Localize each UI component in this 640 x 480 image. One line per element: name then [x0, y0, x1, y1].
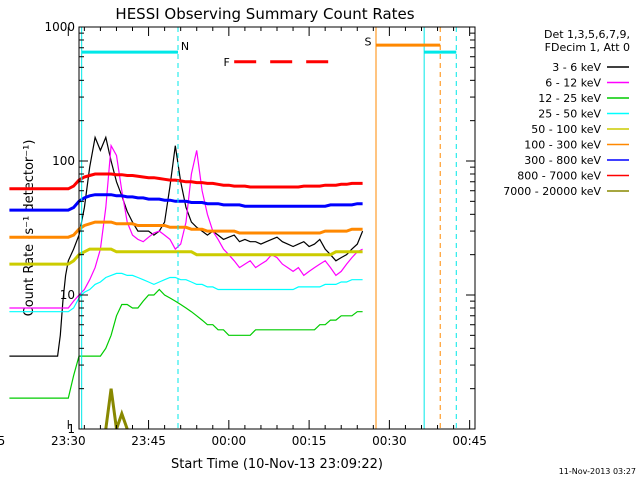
x-tick-label: 23:45	[131, 434, 166, 448]
legend-label-0: 3 - 6 keV	[552, 61, 601, 74]
series-line-6	[9, 193, 363, 212]
series-line-4	[9, 247, 363, 266]
x-tick-label: 23:30	[51, 434, 86, 448]
legend-label-2: 12 - 25 keV	[538, 92, 601, 105]
x-tick-label: 00:45	[452, 434, 487, 448]
series-line-8	[104, 388, 129, 430]
y-tick-label: 10	[60, 288, 75, 302]
legend-label-3: 25 - 50 keV	[538, 108, 601, 121]
series-line-5	[9, 220, 363, 239]
series-line-2	[9, 288, 363, 399]
y-axis-label: Count Rate (s⁻¹ detector⁻¹)	[22, 140, 37, 317]
series-line-1	[9, 143, 363, 309]
plot-frame	[78, 26, 476, 430]
x-tick-label: 00:00	[212, 434, 247, 448]
y-axis-label-text: Count Rate (s⁻¹ detector⁻¹)	[22, 140, 37, 317]
plot-overlays: N F S	[81, 27, 457, 429]
series-line-7	[9, 172, 363, 191]
x-axis-label: Start Time (10-Nov-13 23:09:22)	[171, 457, 383, 472]
legend-header: FDecim 1, Att 0	[545, 41, 630, 54]
flag-label-N: N	[181, 40, 189, 53]
chart-title: HESSI Observing Summary Count Rates	[115, 5, 414, 23]
y-tick-label: 1000	[44, 20, 75, 34]
series-line-3	[9, 272, 363, 313]
legend-label-6: 300 - 800 keV	[524, 154, 601, 167]
legend-label-7: 800 - 7000 keV	[517, 170, 601, 183]
x-tick-label: 23:15	[0, 434, 5, 448]
legend-label-8: 7000 - 20000 keV	[503, 185, 601, 198]
legend-header: Det 1,3,5,6,7,9,	[544, 28, 630, 41]
x-tick-label: 00:15	[292, 434, 327, 448]
footer-timestamp: 11-Nov-2013 03:27	[559, 467, 636, 476]
x-tick-label: 00:30	[372, 434, 407, 448]
y-tick-label: 1	[67, 422, 75, 436]
flag-label-F: F	[224, 56, 230, 69]
legend-label-5: 100 - 300 keV	[524, 139, 601, 152]
y-tick-label: 100	[52, 154, 75, 168]
legend-label-1: 6 - 12 keV	[545, 77, 601, 90]
legend-label-4: 50 - 100 keV	[531, 123, 601, 136]
legend: Det 1,3,5,6,7,9,FDecim 1, Att 0 3 - 6 keV…	[503, 28, 630, 198]
plot-data	[9, 135, 364, 430]
flag-label-S: S	[364, 35, 371, 48]
series-line-0	[9, 135, 364, 357]
axis-ticks: 1 10 100 1000 23:15 23:30 23:45 00:00 00:15 00:30…	[0, 20, 487, 448]
